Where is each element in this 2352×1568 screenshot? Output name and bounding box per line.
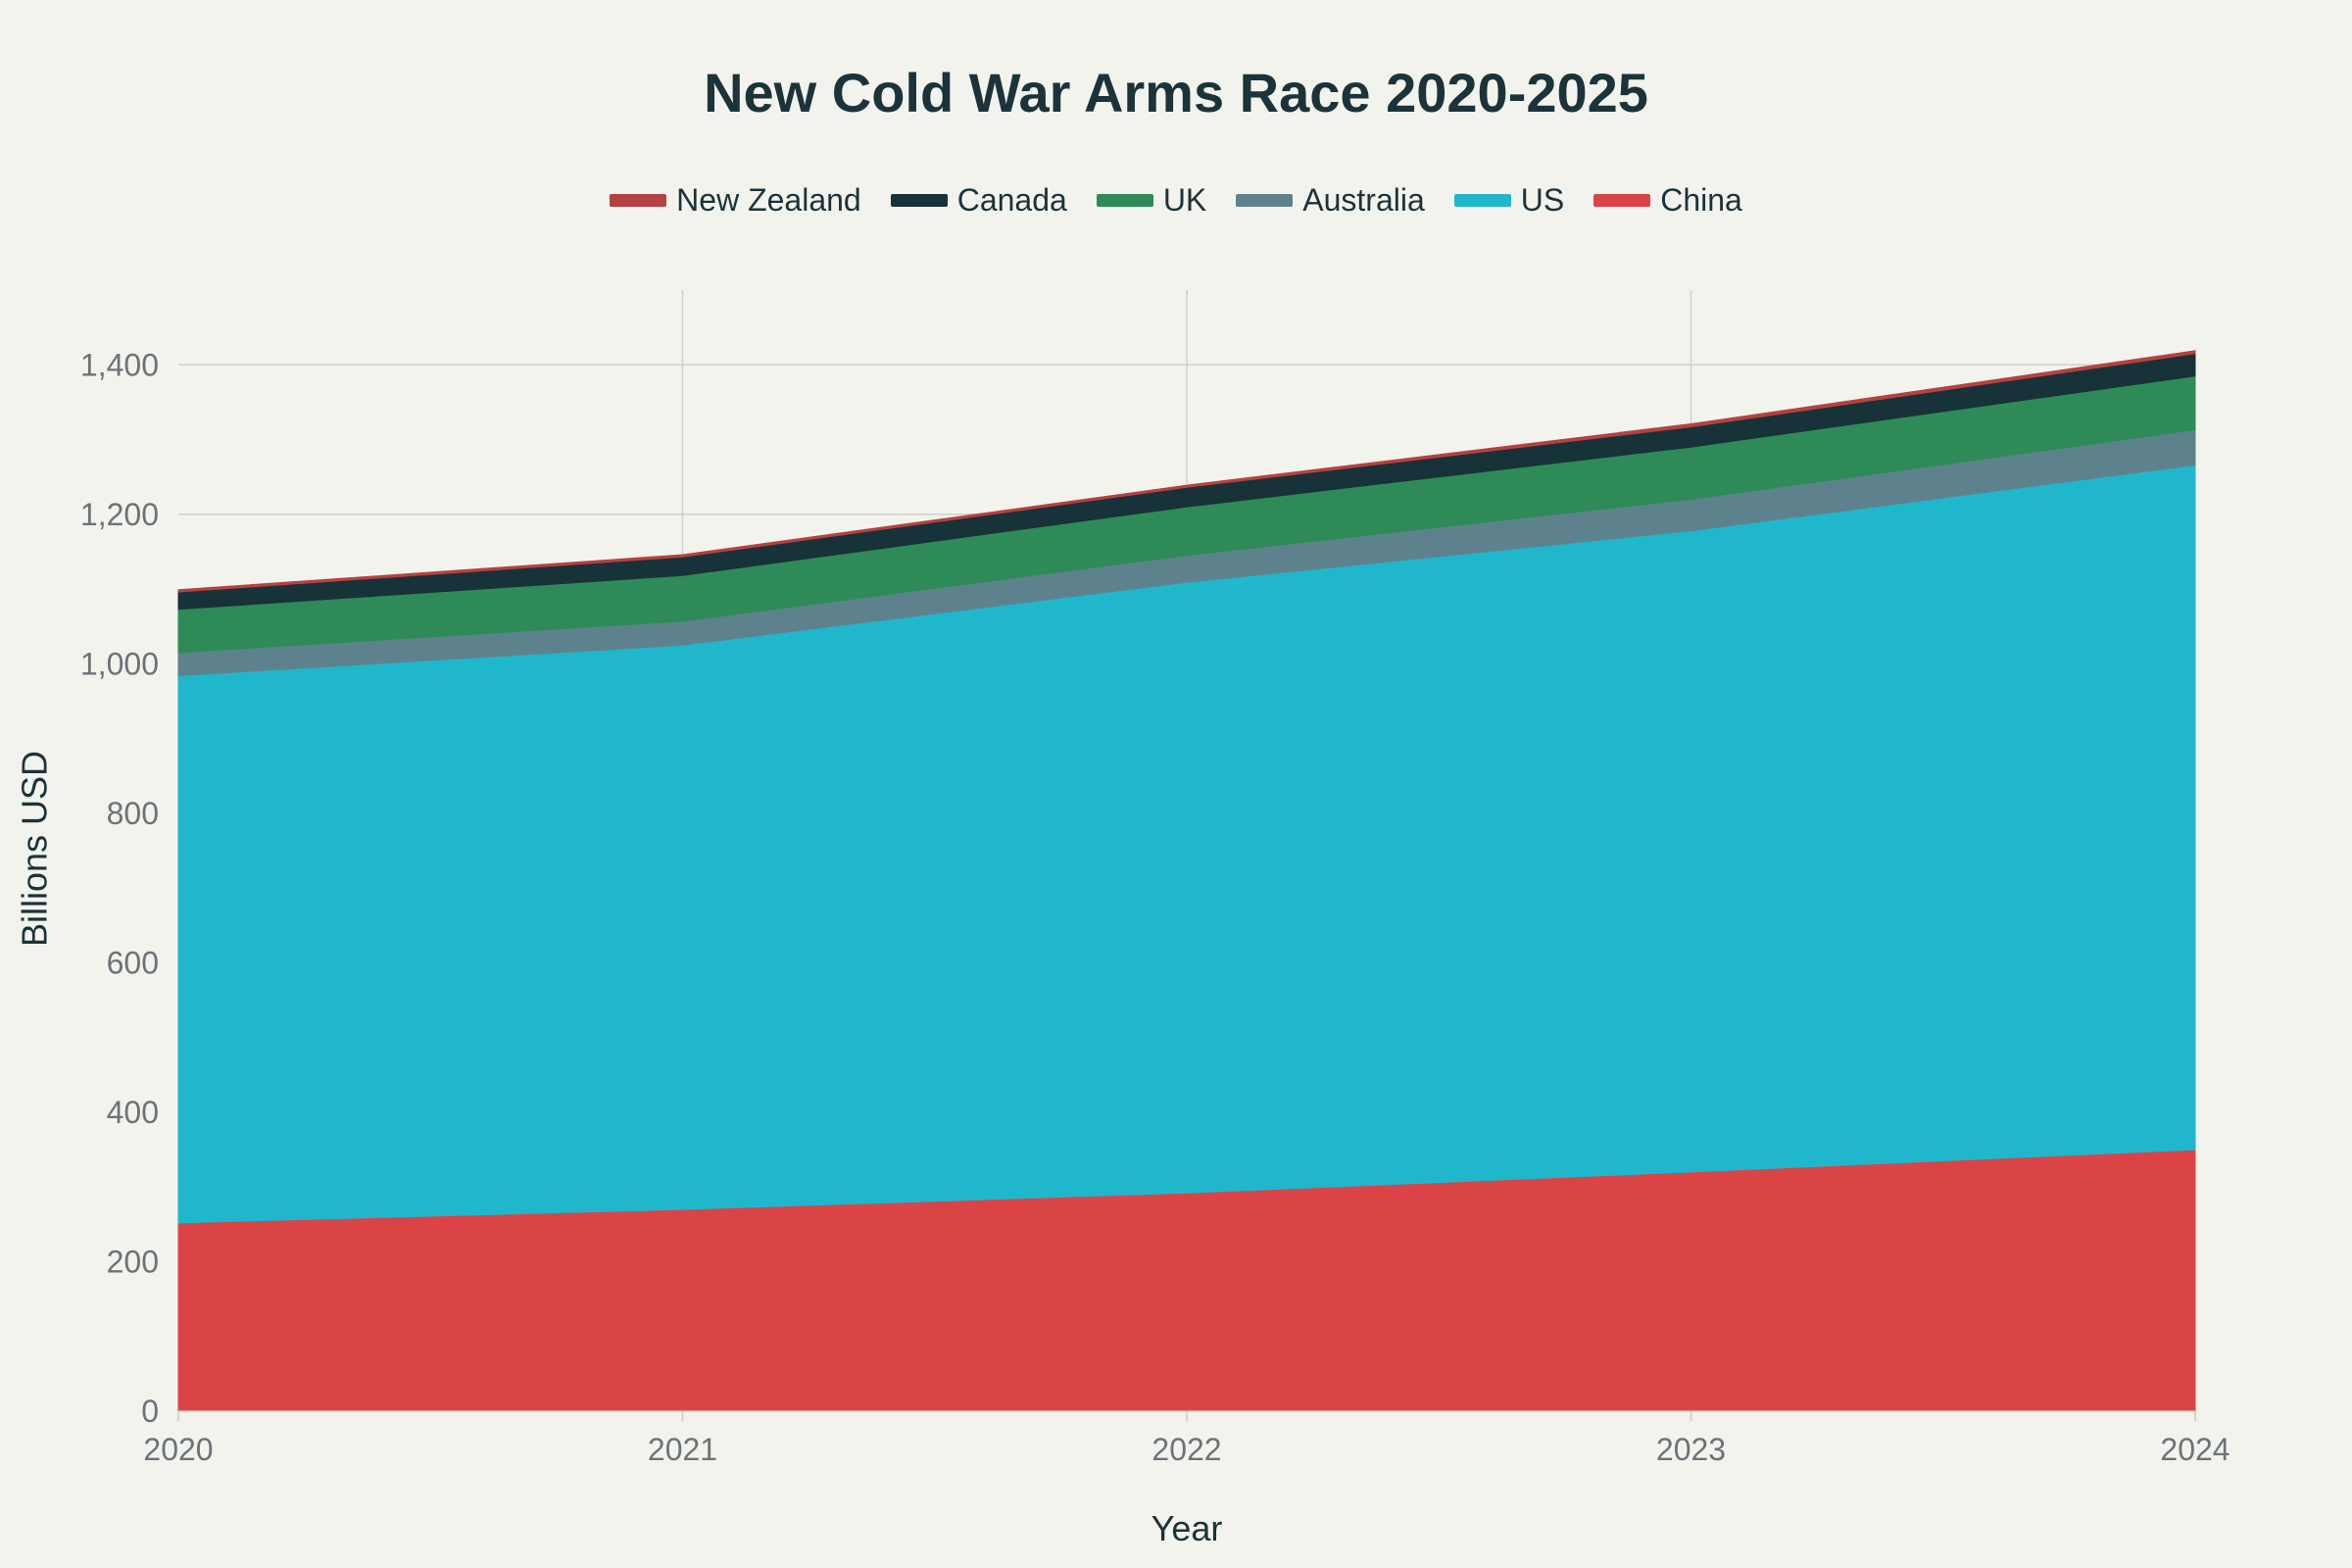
legend-swatch bbox=[610, 194, 667, 207]
x-tick-label: 2020 bbox=[143, 1432, 213, 1467]
legend-item-canada[interactable]: Canada bbox=[890, 182, 1067, 219]
y-axis-title: Billions USD bbox=[15, 751, 55, 947]
area-new-zealand bbox=[177, 350, 2196, 593]
x-tick-label: 2022 bbox=[1152, 1432, 1221, 1467]
legend-item-us[interactable]: US bbox=[1453, 182, 1565, 219]
legend-swatch bbox=[1236, 194, 1294, 207]
x-tick-label: 2024 bbox=[2160, 1432, 2230, 1467]
legend-label: Australia bbox=[1302, 182, 1425, 218]
y-tick-label: 1,000 bbox=[80, 646, 159, 681]
y-axis: 0 200 400 600 800 1,000 1,200 1,400 bbox=[80, 347, 159, 1429]
legend-item-china[interactable]: China bbox=[1593, 182, 1742, 219]
legend-swatch bbox=[890, 194, 948, 207]
legend-swatch bbox=[1453, 194, 1511, 207]
legend-swatch bbox=[1593, 194, 1651, 207]
chart-legend: New Zealand Canada UK Australia US China bbox=[0, 182, 2352, 219]
x-tick-label: 2021 bbox=[648, 1432, 717, 1467]
y-tick-label: 1,200 bbox=[80, 497, 159, 532]
legend-label: UK bbox=[1162, 182, 1207, 218]
legend-label: US bbox=[1520, 182, 1565, 218]
y-tick-label: 400 bbox=[107, 1095, 159, 1130]
y-tick-label: 600 bbox=[107, 945, 159, 980]
y-tick-label: 200 bbox=[107, 1244, 159, 1279]
x-axis: 2020 2021 2022 2023 2024 bbox=[143, 1410, 2230, 1467]
legend-item-new-zealand[interactable]: New Zealand bbox=[610, 182, 861, 219]
x-axis-title: Year bbox=[1152, 1508, 1223, 1548]
x-tick-label: 2023 bbox=[1656, 1432, 1726, 1467]
y-tick-label: 0 bbox=[141, 1394, 159, 1429]
legend-item-australia[interactable]: Australia bbox=[1236, 182, 1425, 219]
legend-label: Canada bbox=[956, 182, 1067, 218]
legend-label: New Zealand bbox=[676, 182, 861, 218]
legend-item-uk[interactable]: UK bbox=[1096, 182, 1207, 219]
y-tick-label: 800 bbox=[107, 796, 159, 831]
legend-label: China bbox=[1660, 182, 1742, 218]
y-tick-label: 1,400 bbox=[80, 347, 159, 382]
legend-swatch bbox=[1096, 194, 1153, 207]
area-series bbox=[177, 350, 2196, 1412]
chart-title: New Cold War Arms Race 2020-2025 bbox=[704, 62, 1648, 123]
